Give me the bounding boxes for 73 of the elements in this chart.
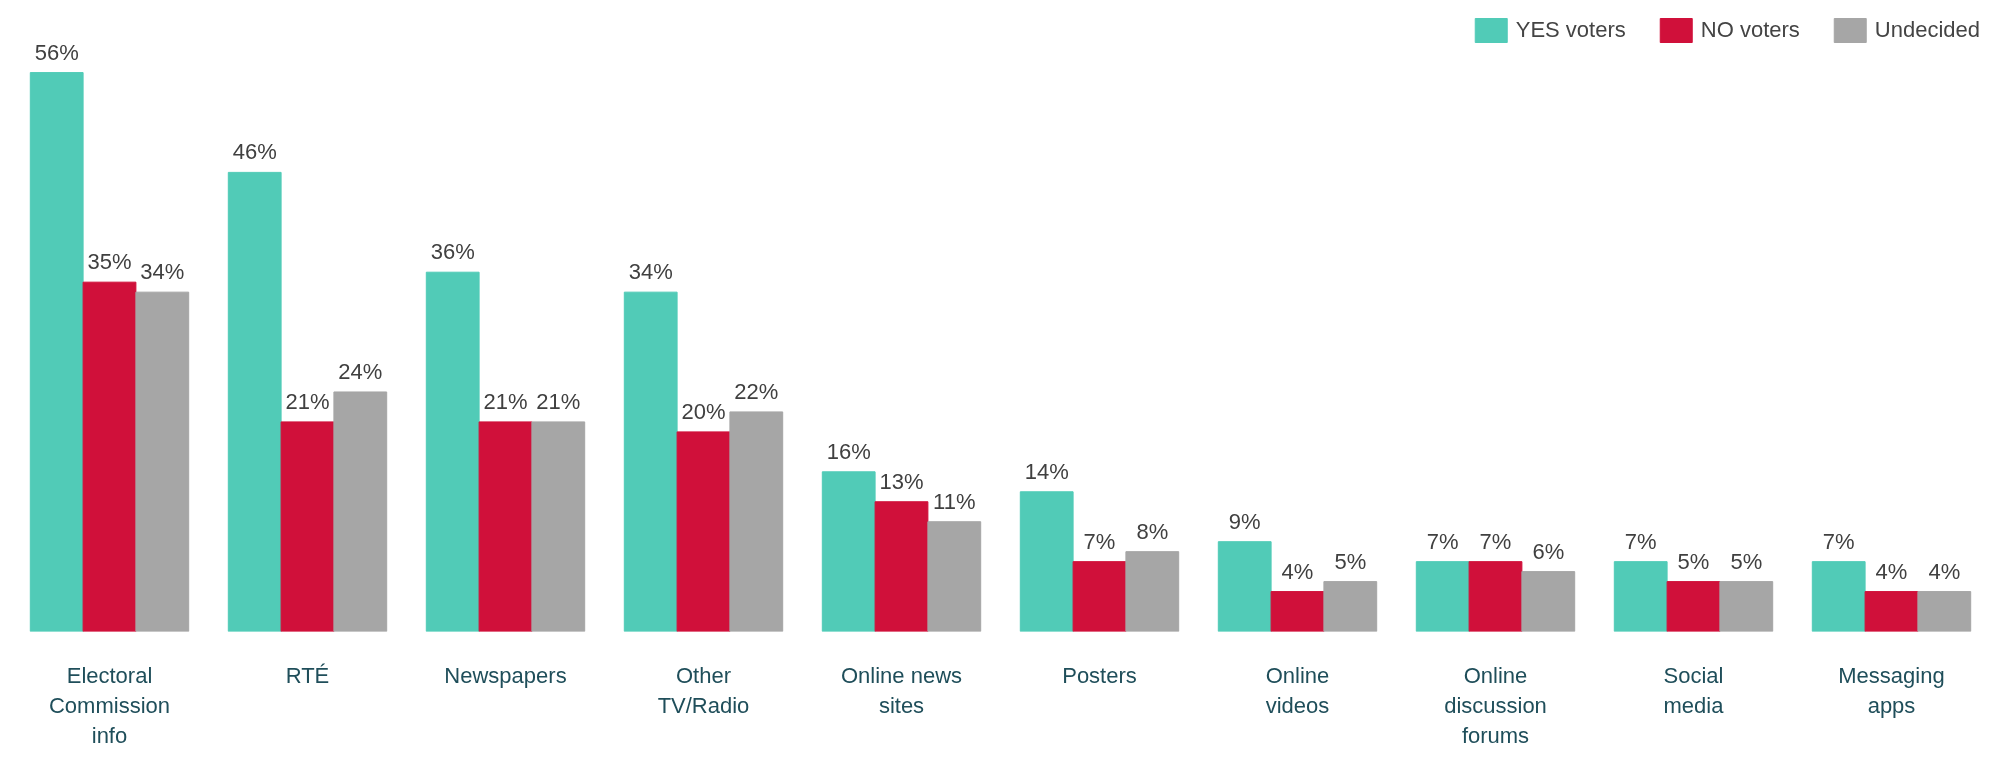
data-label: 36% [430, 239, 475, 265]
bar [1125, 551, 1180, 632]
x-tick-label: Online discussion forums [1444, 662, 1547, 748]
data-label: 4% [1281, 558, 1314, 584]
bar [1323, 581, 1378, 632]
bar [1468, 561, 1523, 632]
x-tick-label: Electoral Commission info [48, 662, 171, 748]
x-tick-label: RTÉ [285, 662, 330, 688]
bar [425, 271, 480, 632]
data-label: 7% [1822, 528, 1855, 554]
bar [29, 72, 84, 632]
data-label: 4% [1875, 558, 1908, 584]
x-tick-label: Messaging apps [1838, 662, 1945, 718]
data-label: 34% [628, 259, 673, 285]
data-label: 35% [87, 249, 132, 275]
data-label: 5% [1677, 548, 1710, 574]
data-label: 7% [1479, 528, 1512, 554]
bar [729, 411, 784, 632]
x-tick-label: Online news sites [840, 662, 963, 718]
data-label: 7% [1426, 528, 1459, 554]
bar [1613, 561, 1668, 632]
x-tick-label: Newspapers [444, 662, 567, 688]
bar [1217, 541, 1272, 632]
data-label: 14% [1024, 458, 1069, 484]
bar [478, 421, 533, 632]
data-label: 56% [34, 39, 79, 65]
data-label: 21% [483, 388, 528, 414]
bar [1521, 571, 1576, 632]
bar [227, 171, 282, 632]
x-tick-label: Online videos [1265, 662, 1330, 718]
bar [1719, 581, 1774, 632]
bar [82, 281, 137, 632]
bar [874, 501, 929, 632]
legend-label: Undecided [1874, 17, 1980, 43]
data-label: 7% [1083, 528, 1116, 554]
data-label: 7% [1624, 528, 1657, 554]
data-label: 21% [285, 388, 330, 414]
bar [1019, 491, 1074, 632]
data-label: 11% [933, 488, 976, 514]
data-label: 5% [1334, 548, 1367, 574]
data-label: 6% [1532, 538, 1565, 564]
data-label: 13% [879, 468, 924, 494]
data-label: 22% [734, 378, 779, 404]
bar [1917, 591, 1972, 632]
x-tick-label: Posters [1062, 662, 1137, 688]
bar [821, 471, 876, 632]
bar [623, 291, 678, 632]
x-tick-label: Other TV/Radio [657, 662, 750, 718]
legend-label: YES voters [1515, 17, 1626, 43]
data-label: 34% [140, 259, 185, 285]
data-label: 46% [232, 139, 277, 165]
bar [531, 421, 586, 632]
bar [1415, 561, 1470, 632]
data-label: 16% [826, 438, 871, 464]
bar [280, 421, 335, 632]
bar [1072, 561, 1127, 632]
data-label: 24% [338, 358, 383, 384]
data-label: 21% [536, 388, 581, 414]
bar [676, 431, 731, 632]
bar [1270, 591, 1325, 632]
data-label: 5% [1730, 548, 1763, 574]
data-label: 8% [1136, 518, 1169, 544]
bar [1811, 561, 1866, 632]
data-label: 20% [681, 398, 726, 424]
bar [927, 521, 982, 632]
bar [333, 391, 388, 632]
bar [1864, 591, 1919, 632]
x-tick-label: Social media [1663, 662, 1725, 718]
data-label: 9% [1228, 508, 1261, 534]
bar [1666, 581, 1721, 632]
bar [135, 291, 190, 632]
legend-label: NO voters [1700, 17, 1800, 43]
data-label: 4% [1928, 558, 1961, 584]
